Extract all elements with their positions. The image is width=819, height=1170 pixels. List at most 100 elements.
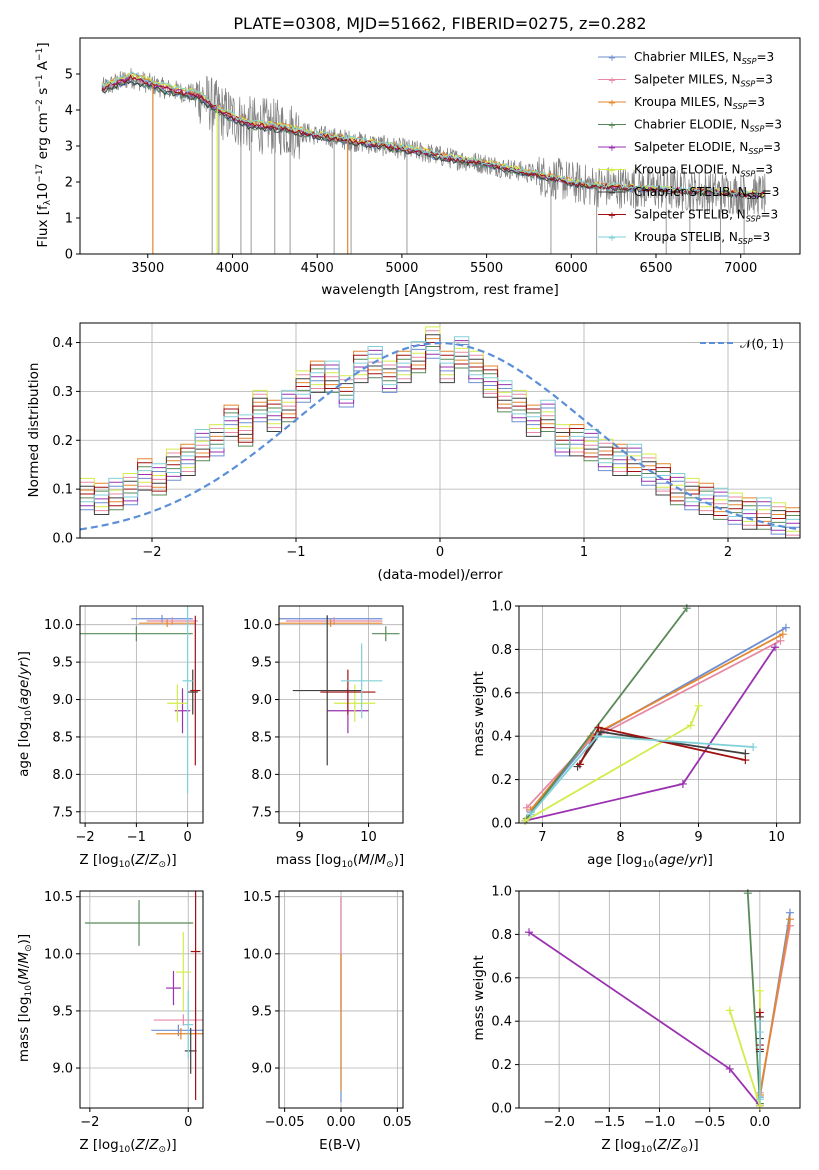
y-tick-label: 0.2 — [491, 1058, 512, 1073]
histogram-legend: 𝒩(0, 1) — [700, 337, 784, 351]
p4-xlabel: mass [log10(M/M⊙)] — [276, 852, 404, 870]
axes-frame — [79, 890, 204, 1109]
weight-series-line — [528, 931, 761, 1107]
y-tick-label: 8.0 — [52, 768, 73, 783]
legend-entry: Chabrier ELODIE, NSSP=3 — [634, 118, 782, 134]
legend-entry: Kroupa ELODIE, NSSP=3 — [634, 163, 773, 179]
weight-marker — [525, 928, 534, 937]
x-tick-label: 2 — [724, 545, 732, 560]
weight-marker — [694, 701, 703, 710]
weight-marker — [593, 732, 602, 741]
y-tick-label: 4 — [65, 104, 73, 119]
y-tick-label: 9.0 — [251, 1062, 272, 1077]
z-weight-panel: −2.0 −1.5 −1.0 −0.5 0.0 0.0 0.2 0.4 0.6 0.8 1.0 — [491, 885, 801, 1130]
legend-entry: Kroupa STELIB, NSSP=3 — [634, 230, 770, 246]
model-spectrum-line — [101, 74, 765, 199]
weight-marker — [781, 623, 790, 632]
model-spectrum-line — [101, 72, 766, 197]
weight-marker — [725, 1006, 734, 1015]
axes-frame — [278, 605, 404, 824]
y-tick-label: 0.2 — [52, 434, 73, 449]
p3-xlabel: Z [log10(Z/Z⊙)] — [79, 852, 176, 870]
x-tick-label: 5000 — [385, 261, 418, 276]
x-tick-label: 0.05 — [383, 1115, 412, 1130]
mass-age-panel: 9 10 7.5 8.0 8.5 9.0 9.5 10.0 — [243, 605, 404, 845]
y-tick-label: 5 — [65, 68, 73, 83]
ebv-mass-panel: −0.05 0.00 0.05 9.0 9.5 10.0 10.5 — [243, 890, 412, 1130]
y-tick-label: 9.0 — [52, 1062, 73, 1077]
x-tick-label: 0 — [183, 830, 191, 845]
legend-marker: + — [608, 143, 616, 154]
histogram-xlabel: (data-model)/error — [377, 567, 503, 583]
y-tick-label: 0.0 — [491, 1102, 512, 1117]
y-tick-label: 0.0 — [52, 532, 73, 547]
normal-legend-label: 𝒩(0, 1) — [740, 337, 784, 351]
y-tick-label: 0.4 — [491, 730, 512, 745]
legend-entry: Chabrier STELIB, NSSP=3 — [634, 185, 779, 201]
x-tick-label: 0.0 — [750, 1115, 771, 1130]
y-tick-label: 0.8 — [491, 928, 512, 943]
y-tick-label: 10.0 — [44, 947, 73, 962]
y-tick-label: 0.8 — [491, 643, 512, 658]
legend-marker: + — [608, 233, 616, 244]
x-tick-label: −1 — [286, 545, 305, 560]
weight-series-line — [524, 646, 776, 822]
x-tick-label: 1 — [580, 545, 588, 560]
x-tick-label: 6500 — [639, 261, 672, 276]
spectrum-xlabel: wavelength [Angstrom, rest frame] — [321, 282, 559, 298]
y-tick-label: 3 — [65, 140, 73, 155]
y-tick-label: 8.5 — [251, 730, 272, 745]
weight-series-line — [530, 633, 784, 811]
z-mass-panel: −2 0 9.0 9.5 10.0 10.5 — [44, 890, 204, 1130]
x-tick-label: 7 — [538, 830, 546, 845]
x-tick-label: 9 — [694, 830, 702, 845]
axes-frame — [79, 37, 801, 255]
p3-ylabel: age [log10(age/yr)] — [16, 651, 34, 777]
y-tick-label: 0.4 — [52, 336, 73, 351]
x-tick-label: 4500 — [301, 261, 334, 276]
weight-marker — [678, 779, 687, 788]
weight-series-line — [526, 607, 688, 820]
weight-marker — [755, 1095, 764, 1104]
weight-marker — [596, 727, 605, 736]
x-tick-label: −0.5 — [694, 1115, 726, 1130]
z-age-panel: −2 −1 0 7.5 8.0 8.5 9.0 9.5 10.0 — [44, 605, 204, 845]
y-tick-label: 1.0 — [491, 600, 512, 615]
x-tick-label: −2 — [76, 830, 95, 845]
y-tick-label: 9.0 — [251, 693, 272, 708]
x-tick-label: −2 — [80, 1115, 99, 1130]
y-tick-label: 10.5 — [44, 890, 73, 905]
axes-frame — [79, 322, 801, 539]
x-tick-label: −0.05 — [265, 1115, 305, 1130]
y-tick-label: 2 — [65, 176, 73, 191]
y-tick-label: 0.4 — [491, 1015, 512, 1030]
x-tick-label: −1.0 — [644, 1115, 676, 1130]
weight-marker — [743, 889, 752, 898]
chart-title: PLATE=0308, MJD=51662, FIBERID=0275, z=0… — [233, 14, 646, 33]
weight-marker — [749, 743, 758, 752]
x-tick-label: 0 — [436, 545, 444, 560]
residual-histogram — [80, 342, 800, 526]
weight-series-line — [759, 919, 791, 1096]
weight-marker — [776, 636, 785, 645]
y-tick-label: 9.5 — [251, 1004, 272, 1019]
legend-marker: + — [608, 121, 616, 132]
y-tick-label: 1.0 — [491, 885, 512, 900]
weight-marker — [575, 760, 584, 769]
p6-ylabel: mass [log10(M/M⊙)] — [16, 934, 34, 1062]
legend-entry: Salpeter ELODIE, NSSP=3 — [634, 140, 781, 156]
x-tick-label: 10 — [768, 830, 785, 845]
x-tick-label: 5500 — [470, 261, 503, 276]
y-tick-label: 0.0 — [491, 817, 512, 832]
axes-frame — [79, 605, 204, 824]
y-tick-label: 1 — [65, 212, 73, 227]
weight-series-line — [526, 639, 781, 809]
weight-marker — [594, 723, 603, 732]
y-tick-label: 0.6 — [491, 686, 512, 701]
legend-entry: Salpeter STELIB, NSSP=3 — [634, 208, 778, 224]
p8-ylabel: mass weight — [471, 955, 487, 1040]
p5-xlabel: age [log10(age/yr)] — [587, 852, 713, 870]
p7-xlabel: E(B-V) — [319, 1137, 361, 1153]
y-tick-label: 10.0 — [243, 947, 272, 962]
